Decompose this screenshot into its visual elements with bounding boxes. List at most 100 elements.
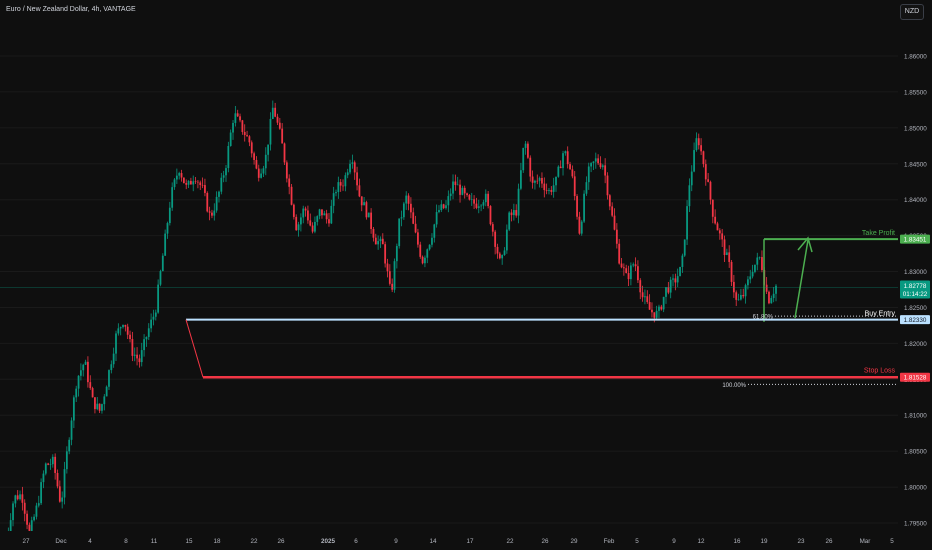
candle-body xyxy=(316,216,319,222)
candle-body xyxy=(667,287,670,293)
candle-body xyxy=(552,185,555,192)
candle-body xyxy=(604,165,607,176)
candle-body xyxy=(363,202,365,206)
candle-body xyxy=(447,196,450,206)
candle-body xyxy=(585,182,588,194)
candle-body xyxy=(307,210,309,221)
candle-body xyxy=(187,180,190,185)
candle-body xyxy=(519,170,522,189)
candle-body xyxy=(573,176,576,197)
candle-body xyxy=(494,231,497,247)
candle-body xyxy=(505,229,508,251)
candle-body xyxy=(178,173,181,176)
candle-body xyxy=(508,212,511,230)
candle-body xyxy=(44,463,47,474)
candle-body xyxy=(496,246,499,254)
candle-body xyxy=(594,158,597,162)
candle-body xyxy=(421,256,424,264)
x-tick-label: 15 xyxy=(185,538,193,545)
time-axis: 27 Dec 4 8 11 15 18 22 26 2025 6 9 14 17 22 26 29 Feb 5 9 12… xyxy=(0,531,932,550)
candle-body xyxy=(227,145,230,169)
candle-body xyxy=(700,145,703,152)
candle-body xyxy=(627,272,630,280)
candle-body xyxy=(117,328,120,334)
candle-body xyxy=(688,185,691,207)
candle-body xyxy=(641,292,644,298)
candle-body xyxy=(98,403,101,411)
candle-body xyxy=(70,420,73,440)
candle-body xyxy=(82,364,85,371)
candle-body xyxy=(218,191,220,197)
candle-body xyxy=(339,182,342,186)
candle-body xyxy=(257,168,260,178)
candle-body xyxy=(440,204,443,211)
candle-body xyxy=(241,120,244,133)
candle-body xyxy=(161,255,164,272)
candle-body xyxy=(721,233,724,240)
candle-body xyxy=(576,196,578,217)
candle-body xyxy=(115,333,117,354)
candle-body xyxy=(367,212,370,218)
candle-body xyxy=(571,169,574,177)
candle-body xyxy=(569,164,571,170)
candle-body xyxy=(262,168,265,174)
candle-body xyxy=(536,180,539,182)
y-tick-label: 1.80500 xyxy=(904,449,927,456)
projection-arrow-shaft xyxy=(794,239,809,319)
candle-body xyxy=(625,268,628,273)
candle-body xyxy=(175,175,178,180)
candle-body xyxy=(182,177,185,184)
candle-body xyxy=(655,310,658,318)
candle-body xyxy=(147,328,150,337)
candle-body xyxy=(124,324,127,327)
x-tick-label: 17 xyxy=(466,538,474,545)
candle-body xyxy=(309,220,312,226)
candle-body xyxy=(51,456,54,465)
candle-body xyxy=(622,267,625,269)
candle-body xyxy=(250,142,253,154)
candle-body xyxy=(47,463,50,465)
candle-body xyxy=(42,473,45,483)
x-tick-label: Feb xyxy=(604,538,615,545)
candle-body xyxy=(758,257,761,258)
candle-body xyxy=(290,186,293,205)
candle-body xyxy=(541,177,543,184)
candle-body xyxy=(253,153,255,160)
candle-body xyxy=(143,339,145,351)
candle-body xyxy=(566,151,569,165)
candle-body xyxy=(391,283,394,290)
candle-body xyxy=(463,187,466,194)
candle-body xyxy=(246,135,248,137)
candle-body xyxy=(475,203,478,208)
candle-body xyxy=(75,388,78,398)
candle-body xyxy=(21,494,24,503)
candle-body xyxy=(281,128,284,144)
price-axis: 1.860001.855001.850001.845001.840001.835… xyxy=(898,0,932,550)
currency-button[interactable]: NZD xyxy=(900,4,924,20)
candle-body xyxy=(299,217,302,225)
candle-body xyxy=(735,292,738,300)
candle-body xyxy=(260,173,263,178)
candle-body xyxy=(197,181,199,183)
candle-body xyxy=(220,177,223,192)
candle-body xyxy=(531,176,534,183)
candle-body xyxy=(548,189,550,191)
candle-body xyxy=(110,364,113,371)
y-tick-label: 1.79500 xyxy=(904,521,927,528)
candle-body xyxy=(707,179,710,182)
candle-body xyxy=(611,206,614,216)
x-tick-label: 8 xyxy=(124,538,128,545)
candle-body xyxy=(370,212,373,229)
candle-body xyxy=(564,151,567,154)
candle-body xyxy=(248,136,251,143)
candle-body xyxy=(751,271,754,277)
y-tick-label: 1.82000 xyxy=(904,341,927,348)
candle-body xyxy=(285,162,288,179)
candle-body xyxy=(562,153,564,169)
x-tick-label: 5 xyxy=(635,538,639,545)
candle-body xyxy=(405,195,408,204)
candle-body xyxy=(768,291,770,304)
candle-body xyxy=(634,264,637,267)
candle-body xyxy=(749,276,752,280)
